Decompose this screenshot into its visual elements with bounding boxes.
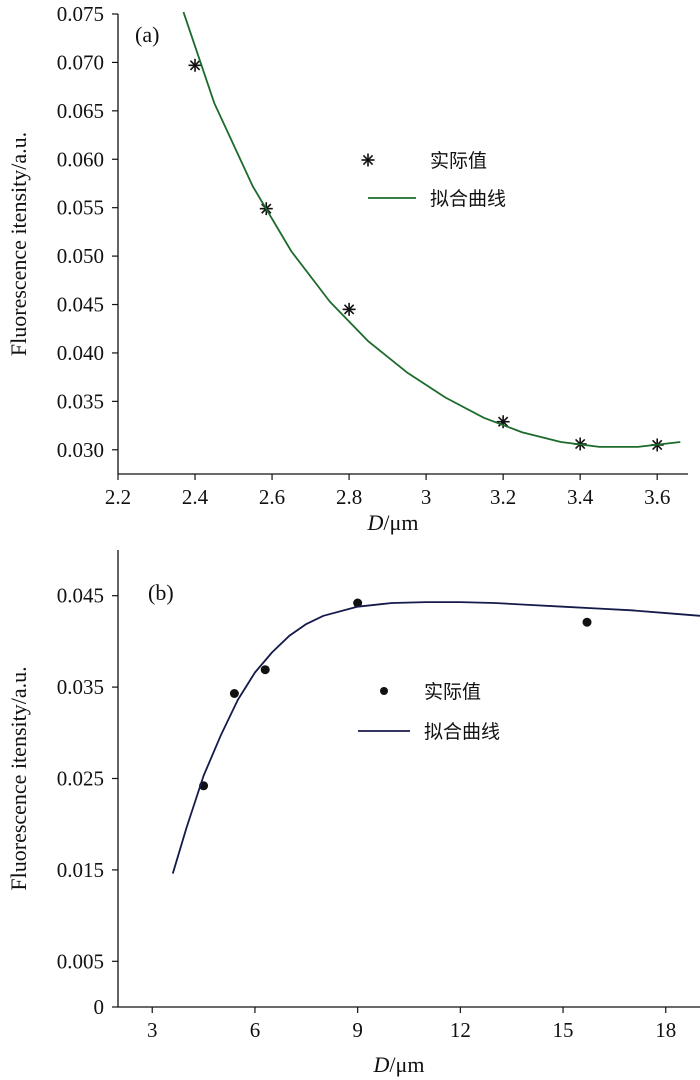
legend-label: 拟合曲线	[430, 188, 506, 210]
data-point	[342, 302, 356, 316]
asterisk-stroke	[189, 60, 201, 71]
x-axis-title: D/μm	[367, 510, 419, 535]
x-tick-label: 9	[352, 1018, 363, 1042]
legend-label: 拟合曲线	[424, 721, 500, 743]
x-tick-label: 3.2	[490, 485, 516, 509]
legend-label: 实际值	[424, 681, 481, 703]
y-tick-label: 0.030	[57, 438, 104, 462]
fit-curve-line	[171, 601, 700, 874]
y-tick-label: 0.060	[57, 147, 104, 171]
x-tick-label: 6	[250, 1018, 261, 1042]
chart-panel-b: 3 6 9 12 15 18 0 0.005 0.015 0.025 0.035 0.045 D/μm F…	[6, 550, 700, 1077]
x-tick-label: 3	[147, 1018, 158, 1042]
x-tick-label: 3	[421, 485, 432, 509]
chart-panel-a: 2.2 2.4 2.6 2.8 3 3.2 3.4 3.6 0.030 0.035 0.040 0.0…	[6, 2, 688, 535]
x-axis-title: D/μm	[373, 1052, 425, 1077]
y-tick-label: 0.005	[57, 949, 104, 973]
y-tick-label: 0	[94, 995, 105, 1019]
x-tick-label: 18	[655, 1018, 676, 1042]
y-tick-label: 0.065	[57, 99, 104, 123]
legend-label: 实际值	[430, 150, 487, 172]
fit-curve-line	[182, 11, 681, 448]
data-point	[188, 58, 202, 72]
asterisk-stroke	[343, 304, 355, 315]
y-tick-label: 0.025	[57, 767, 104, 791]
data-point	[582, 617, 592, 627]
x-axis-title-variable: D	[373, 1052, 390, 1077]
x-tick-label: 2.8	[336, 485, 362, 509]
x-tick-label: 2.2	[105, 485, 131, 509]
data-point	[353, 598, 363, 608]
legend-swatch-asterisk	[361, 153, 375, 167]
x-tick-label: 3.4	[567, 485, 594, 509]
asterisk-stroke	[362, 154, 374, 166]
y-axis-title: Fluorescence itensity/a.u.	[6, 666, 31, 890]
y-tick-label: 0.040	[57, 341, 104, 365]
y-tick-label: 0.015	[57, 858, 104, 882]
x-axis-title-unit: /μm	[389, 1052, 424, 1077]
y-tick-label: 0.075	[57, 2, 104, 26]
x-axis-title-variable: D	[367, 510, 384, 535]
y-tick-label: 0.045	[57, 293, 104, 317]
data-point	[260, 665, 270, 675]
data-point	[229, 688, 239, 698]
y-tick-label: 0.035	[57, 675, 104, 699]
x-tick-label: 2.6	[259, 485, 285, 509]
x-tick-label: 15	[553, 1018, 574, 1042]
x-axis-title-unit: /μm	[383, 510, 418, 535]
x-tick-label: 2.4	[182, 485, 209, 509]
panel-label: (a)	[135, 22, 159, 47]
legend-swatch-dot	[380, 687, 388, 695]
x-tick-label: 12	[450, 1018, 471, 1042]
y-tick-label: 0.070	[57, 50, 104, 74]
y-tick-label: 0.035	[57, 389, 104, 413]
y-tick-label: 0.050	[57, 244, 104, 268]
y-tick-label: 0.045	[57, 584, 104, 608]
y-tick-label: 0.055	[57, 196, 104, 220]
panel-label: (b)	[148, 580, 174, 605]
y-axis-title: Fluorescence itensity/a.u.	[6, 132, 31, 356]
x-tick-label: 3.6	[644, 485, 670, 509]
